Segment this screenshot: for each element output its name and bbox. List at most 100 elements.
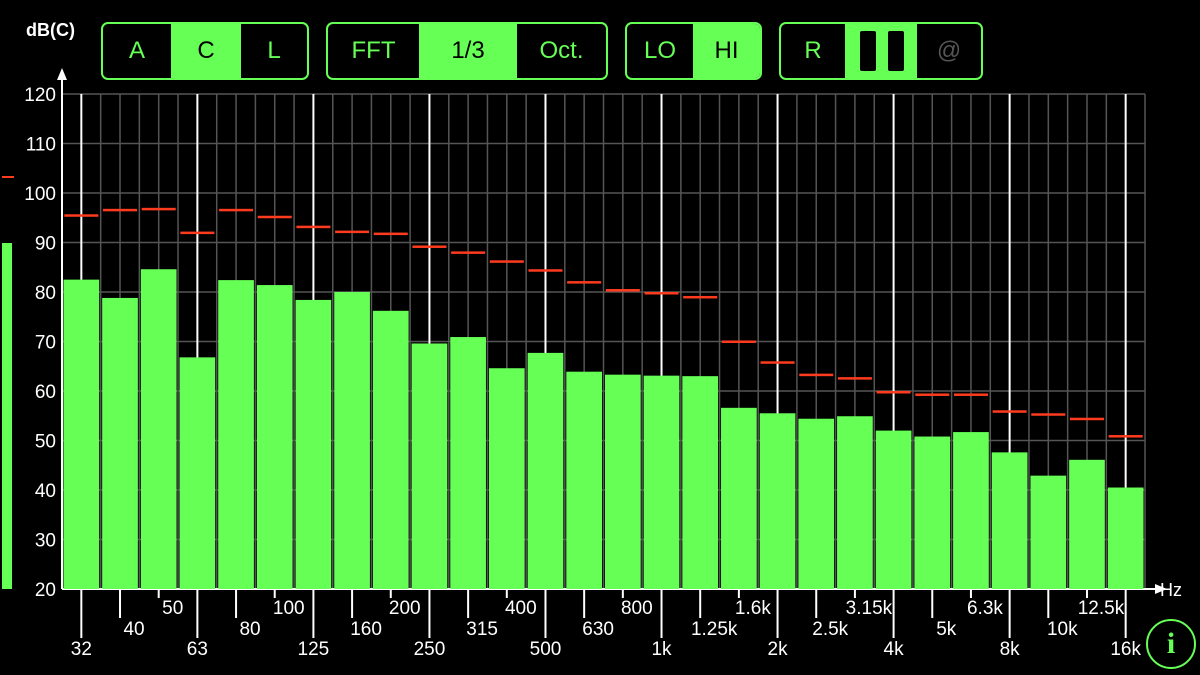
bar: [798, 418, 835, 589]
range-hi-button[interactable]: HI: [693, 24, 760, 78]
x-tick-label: 630: [582, 619, 614, 640]
bar: [450, 337, 486, 589]
bar: [991, 452, 1028, 589]
bar: [605, 374, 641, 589]
bar: [488, 368, 525, 589]
peak-hold-marker: [953, 393, 988, 396]
x-tick-label: 315: [466, 619, 498, 640]
x-tick-label: 12.5k: [1078, 598, 1125, 619]
peak-hold-marker: [876, 390, 911, 394]
bar: [1030, 475, 1067, 589]
y-tick-label: 70: [35, 333, 56, 354]
peak-hold-marker: [683, 295, 718, 299]
range-lo-button[interactable]: LO: [643, 37, 676, 64]
x-tick-label: 400: [505, 598, 537, 619]
bar: [179, 357, 216, 589]
x-tick-label: 32: [71, 639, 92, 660]
mode-octave-button[interactable]: Oct.: [539, 37, 584, 64]
bar: [218, 280, 254, 589]
peak-hold-marker: [141, 207, 176, 211]
peak-hold-marker: [721, 340, 756, 343]
peak-hold-marker: [1069, 417, 1104, 421]
peak-hold-marker: [373, 232, 408, 236]
x-tick-label: 8k: [1000, 639, 1021, 660]
y-tick-label: 50: [35, 432, 56, 453]
peak-hold-marker: [837, 377, 872, 380]
pause-button[interactable]: [847, 24, 917, 78]
x-tick-label: 160: [350, 619, 382, 640]
bar: [102, 297, 138, 589]
bar: [643, 375, 680, 589]
peak-hold-marker: [567, 281, 602, 284]
bar: [295, 299, 332, 589]
y-tick-label: 100: [24, 184, 56, 205]
bar: [875, 430, 912, 589]
info-icon: i: [1166, 627, 1176, 660]
bar: [256, 285, 293, 589]
x-tick-label: 50: [162, 598, 183, 619]
level-meter: [2, 242, 12, 589]
weighting-l-button[interactable]: L: [267, 37, 281, 64]
reset-button[interactable]: R: [781, 24, 847, 78]
pause-icon: [860, 31, 904, 71]
bar: [140, 269, 177, 589]
x-tick-label: 16k: [1110, 639, 1141, 660]
x-tick-label: 40: [123, 619, 144, 640]
x-tick-label: 63: [187, 639, 208, 660]
bar: [721, 407, 757, 589]
peak-hold-marker: [1108, 435, 1143, 438]
peak-hold-marker: [992, 410, 1027, 413]
weighting-a-button[interactable]: A: [128, 37, 145, 64]
peak-hold-marker: [644, 291, 679, 295]
x-tick-label: 5k: [936, 619, 957, 640]
peak-hold-marker: [257, 215, 292, 219]
x-tick-label: 1.25k: [691, 619, 738, 640]
y-axis-unit-label: dB(C): [26, 20, 75, 40]
peak-hold-marker: [412, 245, 447, 248]
peak-hold-marker: [335, 230, 370, 234]
peak-hold-marker: [528, 269, 563, 272]
y-tick-label: 90: [35, 234, 56, 255]
x-tick-label: 1.6k: [735, 598, 771, 619]
x-tick-label: 250: [414, 639, 446, 660]
bar: [411, 343, 448, 589]
y-tick-label: 80: [35, 283, 56, 304]
bar: [566, 371, 602, 589]
weighting-c-button[interactable]: C: [171, 24, 241, 78]
info-button[interactable]: i: [1146, 619, 1196, 669]
peak-hold-marker: [103, 208, 138, 212]
weighting-selector: A C L: [101, 22, 309, 80]
peak-hold-marker: [605, 289, 640, 292]
x-tick-label: 2k: [768, 639, 789, 660]
y-tick-label: 110: [26, 135, 56, 156]
bar: [334, 292, 370, 589]
bar: [759, 413, 796, 589]
y-tick-label: 60: [35, 382, 56, 403]
peak-hold-marker: [180, 231, 215, 235]
bar: [1069, 459, 1105, 589]
range-selector: LO HI: [625, 22, 762, 80]
x-axis-arrow: [1155, 584, 1167, 594]
mode-third-octave-button[interactable]: 1/3: [419, 24, 517, 78]
peak-hold-marker: [296, 225, 331, 229]
peak-hold-marker: [219, 208, 254, 212]
x-tick-label: 2.5k: [812, 619, 848, 640]
control-group: R @: [779, 22, 983, 80]
bar: [372, 310, 409, 589]
x-tick-label: 10k: [1047, 619, 1078, 640]
peak-hold-marker: [489, 260, 524, 263]
peak-hold-marker: [451, 251, 486, 254]
x-tick-label: 80: [239, 619, 260, 640]
bar: [837, 416, 873, 589]
mode-fft-button[interactable]: FFT: [351, 37, 396, 64]
bar: [527, 352, 564, 589]
x-tick-label: 800: [621, 598, 653, 619]
y-tick-label: 30: [35, 531, 56, 552]
x-tick-label: 125: [298, 639, 330, 660]
bar: [1107, 487, 1144, 589]
y-tick-label: 20: [35, 580, 56, 601]
at-button[interactable]: @: [936, 37, 962, 64]
peak-hold-marker: [64, 214, 99, 217]
x-axis-unit-label: Hz: [1160, 580, 1182, 600]
